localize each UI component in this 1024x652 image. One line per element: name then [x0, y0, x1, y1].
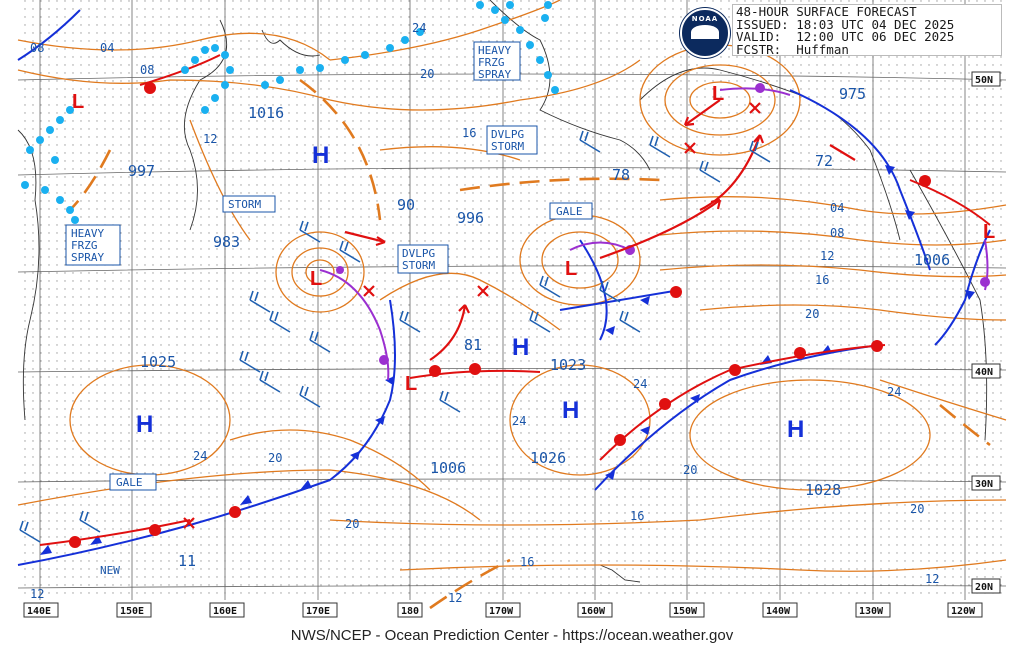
isobar-label: 04: [100, 41, 114, 55]
pressure-labels: 997 1016 983 90 996 78 975 72 1006 81 10…: [128, 85, 950, 570]
svg-text:40N: 40N: [975, 367, 993, 378]
longitude-labels: 140E 150E 160E 170E 180 170W 160W 150W 1…: [23, 602, 983, 618]
wind-barbs: [19, 130, 771, 543]
storm-track-arrows: [344, 99, 856, 361]
svg-text:120W: 120W: [951, 606, 976, 617]
isobar-label: 08: [140, 63, 154, 77]
svg-text:30N: 30N: [975, 479, 993, 490]
isobar-label: 24: [412, 21, 426, 35]
isobar-label: 12: [925, 572, 939, 586]
header-valid: VALID: 12:00 UTC 06 DEC 2025: [736, 29, 955, 44]
pressure-label: 78: [612, 166, 630, 184]
pressure-label: 81: [464, 336, 482, 354]
isobar-label: 12: [30, 587, 44, 601]
pressure-label: 983: [213, 233, 240, 251]
isobar-label: 12: [203, 132, 217, 146]
latitude-labels: 50N 40N 30N 20N: [971, 71, 1001, 594]
front-bumps-warm: [69, 82, 931, 548]
svg-text:140W: 140W: [766, 606, 791, 617]
pressure-label: 975: [839, 85, 866, 103]
svg-text:50N: 50N: [975, 75, 993, 86]
isobar-label: 08: [830, 226, 844, 240]
isobar-label: 16: [462, 126, 476, 140]
svg-text:STORM: STORM: [228, 198, 261, 211]
svg-text:20N: 20N: [975, 582, 993, 593]
forecast-positions: [183, 102, 761, 529]
high-center: H: [136, 411, 153, 438]
pressure-label: 997: [128, 162, 155, 180]
isobar-label: 16: [630, 509, 644, 523]
svg-text:180: 180: [401, 606, 419, 617]
pressure-label: 1006: [430, 459, 466, 477]
header-forecaster: FCSTR: Huffman: [736, 41, 849, 57]
low-center: L: [310, 268, 322, 290]
pressure-label: 1025: [140, 353, 176, 371]
pressure-label: 90: [397, 196, 415, 214]
high-centers: H H H H H: [136, 142, 804, 443]
gull-icon: [691, 25, 719, 39]
svg-text:GALE: GALE: [116, 476, 143, 489]
noaa-logo-text: NOAA: [691, 15, 719, 23]
svg-text:160E: 160E: [213, 606, 237, 617]
pressure-label: 1026: [530, 449, 566, 467]
isobar-label: 16: [520, 555, 534, 569]
isobar-label: 12: [820, 249, 834, 263]
svg-text:160W: 160W: [581, 606, 606, 617]
forecast-isobars: [69, 78, 991, 610]
isobar-label: 24: [512, 414, 526, 428]
isobar-label: 24: [887, 385, 901, 399]
svg-text:170W: 170W: [489, 606, 514, 617]
header-issued: ISSUED: 18:03 UTC 04 DEC 2025: [736, 16, 955, 32]
low-centers: L L L L L L: [72, 83, 995, 395]
high-center: H: [312, 142, 329, 169]
footer-credit: NWS/NCEP - Ocean Prediction Center - htt…: [0, 622, 1024, 652]
svg-text:150E: 150E: [120, 606, 144, 617]
isobar-label: 20: [420, 67, 434, 81]
isobar-label: 04: [830, 201, 844, 215]
svg-text:GALE: GALE: [556, 205, 583, 218]
svg-text:170E: 170E: [306, 606, 330, 617]
isobar-label: 20: [910, 502, 924, 516]
forecast-header: 48-HOUR SURFACE FORECAST ISSUED: 18:03 U…: [732, 4, 1002, 56]
pressure-label: 11: [178, 552, 196, 570]
isobar-label: 20: [268, 451, 282, 465]
isobar-labels: 08 04 08 12 24 20 16 04 08 12 16 20 24 2…: [30, 21, 939, 605]
freezing-spray-dots: [21, 1, 559, 224]
isobar-label: 12: [448, 591, 462, 605]
high-center: H: [787, 416, 804, 443]
warning-box-text: HEAVY FRZG SPRAY: [478, 44, 511, 81]
svg-text:150W: 150W: [673, 606, 698, 617]
noaa-logo: NOAA: [680, 8, 730, 58]
warning-boxes: HEAVY FRZG SPRAY DVLPG STORM STORM DVLPG STO…: [65, 41, 593, 577]
low-center: L: [565, 258, 577, 280]
pressure-label: 1006: [914, 251, 950, 269]
isobar-label: 20: [683, 463, 697, 477]
low-center: L: [405, 373, 417, 395]
high-center: H: [512, 334, 529, 361]
header-title: 48-HOUR SURFACE FORECAST: [736, 4, 917, 19]
isobar-label: 24: [193, 449, 207, 463]
pressure-label: 1023: [550, 356, 586, 374]
svg-text:140E: 140E: [27, 606, 51, 617]
isobar-label: 24: [633, 377, 647, 391]
svg-text:130W: 130W: [859, 606, 884, 617]
pressure-label: 1028: [805, 481, 841, 499]
isobar-label: 20: [345, 517, 359, 531]
high-center: H: [562, 397, 579, 424]
pressure-label: 72: [815, 152, 833, 170]
low-center: L: [983, 221, 995, 243]
low-center: L: [712, 83, 724, 105]
isobar-label: 20: [805, 307, 819, 321]
isobar-label: 16: [815, 273, 829, 287]
pressure-label: 1016: [248, 104, 284, 122]
new-label: NEW: [100, 564, 120, 577]
low-center: L: [72, 91, 84, 113]
pressure-label: 996: [457, 209, 484, 227]
isobar-label: 08: [30, 41, 44, 55]
